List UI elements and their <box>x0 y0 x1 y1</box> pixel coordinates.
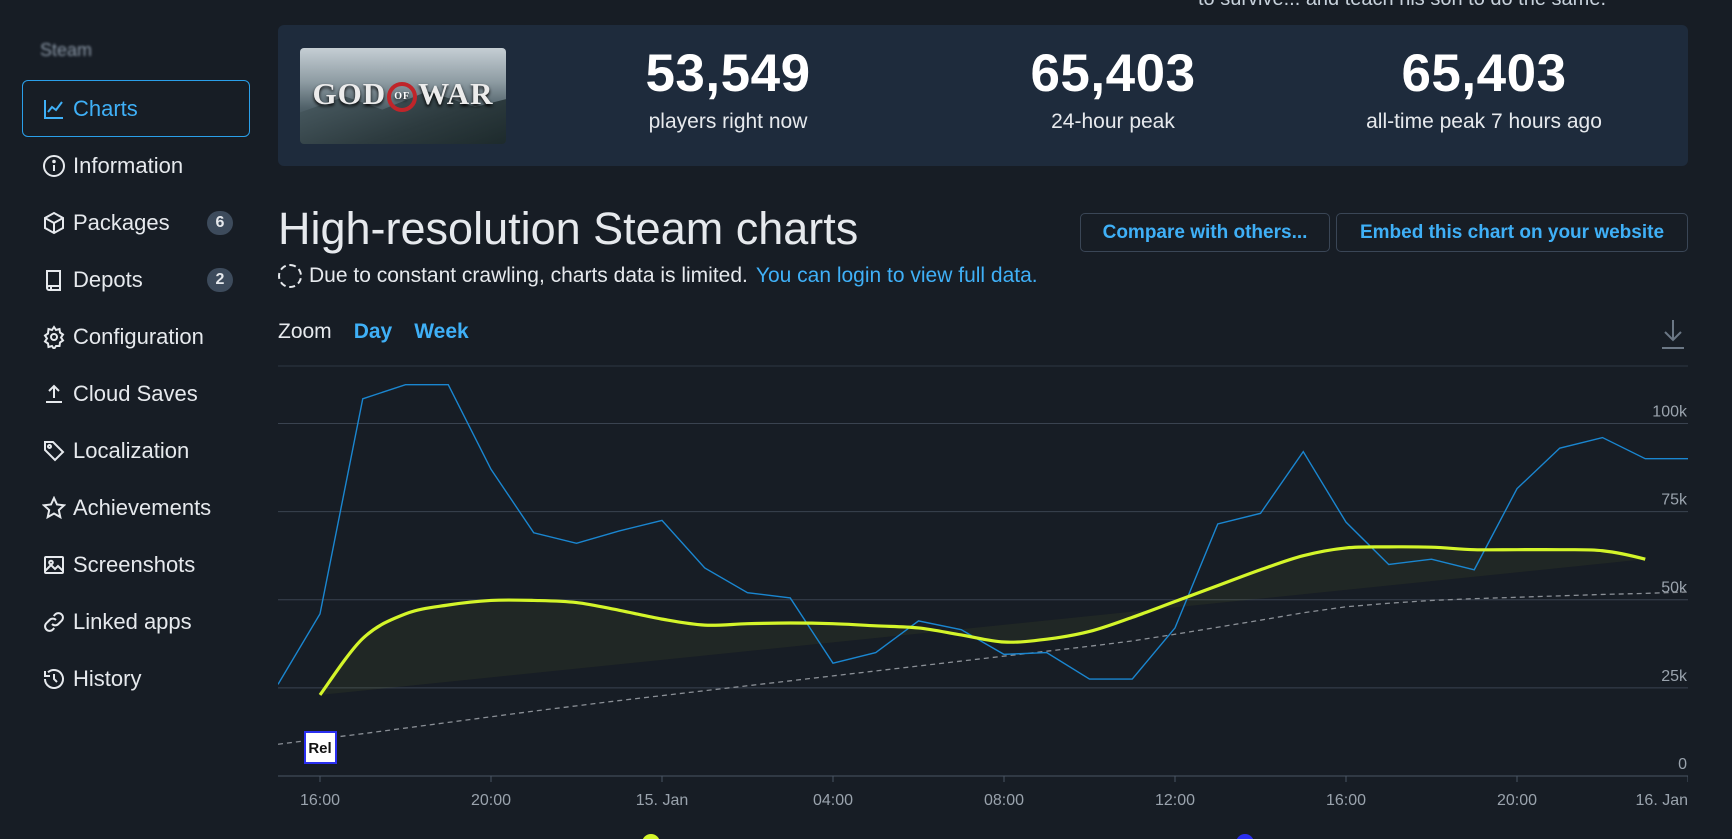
sidebar-item-linked-apps[interactable]: Linked apps <box>22 593 250 650</box>
depots-count-badge: 2 <box>207 267 233 292</box>
embed-chart-button[interactable]: Embed this chart on your website <box>1336 213 1688 252</box>
sidebar-item-configuration[interactable]: Configuration <box>22 308 250 365</box>
game-logo: GOD OF WAR <box>312 76 494 112</box>
sidebar-item-information[interactable]: Information <box>22 137 250 194</box>
sidebar-item-label: History <box>73 665 142 691</box>
zoom-label: Zoom <box>278 320 332 343</box>
package-icon <box>41 210 67 236</box>
y-tick-label: 75k <box>1661 492 1688 509</box>
y-tick-label: 100k <box>1652 403 1688 420</box>
stat-value: 65,403 <box>1401 44 1567 103</box>
sidebar-item-label: Linked apps <box>73 608 192 634</box>
stat-caption: players right now <box>648 110 808 133</box>
y-tick-label: 0 <box>1678 756 1687 773</box>
x-tick-label: 20:00 <box>1497 792 1537 809</box>
zoom-week-button[interactable]: Week <box>414 320 469 343</box>
sidebar-item-depots[interactable]: Depots 2 <box>22 251 250 308</box>
sidebar-item-label: Packages <box>73 209 170 235</box>
x-tick-label: 16. Jan <box>1636 792 1688 809</box>
release-flag-label: Rel <box>308 740 331 757</box>
sidebar-item-label: Cloud Saves <box>73 380 198 406</box>
x-tick-label: 15. Jan <box>636 792 688 809</box>
stat-players-now: 53,549 players right now <box>588 47 868 134</box>
sidebar-item-achievements[interactable]: Achievements <box>22 479 250 536</box>
y-tick-label: 50k <box>1661 580 1688 597</box>
zoom-controls: Zoom Day Week <box>278 320 469 344</box>
trend-line <box>278 591 1688 745</box>
stat-24h-peak: 65,403 24-hour peak <box>973 47 1253 134</box>
game-description-fragment: to survive... and teach his son to do th… <box>1198 0 1606 11</box>
history-icon <box>41 666 67 692</box>
zoom-day-button[interactable]: Day <box>353 320 393 343</box>
sidebar-title: Steam <box>40 40 93 60</box>
players-line <box>318 545 1646 696</box>
login-link[interactable]: You can login to view full data. <box>755 264 1038 287</box>
stats-banner: GOD OF WAR 53,549 players right now 65,403… <box>278 25 1688 166</box>
page-title: High-resolution Steam charts <box>278 203 859 254</box>
game-header-image[interactable]: GOD OF WAR <box>300 48 506 144</box>
legend-twitch-marker[interactable] <box>1236 834 1254 839</box>
x-tick-label: 20:00 <box>471 792 511 809</box>
x-tick-label: 12:00 <box>1155 792 1195 809</box>
sidebar-item-packages[interactable]: Packages 6 <box>22 194 250 251</box>
stat-caption: all-time peak 7 hours ago <box>1366 110 1602 133</box>
x-tick-label: 08:00 <box>984 792 1024 809</box>
twitch-line <box>278 383 1688 685</box>
sidebar-nav: Steam Charts Information Packages 6 Depo… <box>22 28 250 707</box>
players-area <box>320 546 1646 695</box>
download-icon[interactable] <box>1660 318 1686 350</box>
gear-icon <box>41 324 67 350</box>
x-tick-label: 16:00 <box>1326 792 1366 809</box>
sidebar-item-label: Depots <box>73 266 143 292</box>
sidebar-item-charts[interactable]: Charts <box>22 80 250 137</box>
x-tick-label: 04:00 <box>813 792 853 809</box>
x-tick-label: 16:00 <box>300 792 340 809</box>
sidebar-item-localization[interactable]: Localization <box>22 422 250 479</box>
book-icon <box>41 267 67 293</box>
sidebar-item-label: Configuration <box>73 323 204 349</box>
image-icon <box>41 552 67 578</box>
player-count-chart[interactable]: 0 25k 50k 75k 100k 16:00 20:00 15. Jan 04:00 08:0… <box>278 360 1688 820</box>
data-limit-notice: Due to constant crawling, charts data is… <box>278 264 1038 288</box>
sidebar-item-cloud-saves[interactable]: Cloud Saves <box>22 365 250 422</box>
notice-text: Due to constant crawling, charts data is… <box>309 264 748 287</box>
tag-icon <box>41 438 67 464</box>
upload-icon <box>41 381 67 407</box>
chart-line-icon <box>41 96 67 122</box>
sidebar-item-label: Achievements <box>73 494 212 520</box>
sidebar-item-label: Screenshots <box>73 551 196 577</box>
sidebar-item-screenshots[interactable]: Screenshots <box>22 536 250 593</box>
packages-count-badge: 6 <box>207 210 233 235</box>
sidebar-item-history[interactable]: History <box>22 650 250 707</box>
sidebar-item-label: Information <box>73 152 184 178</box>
y-tick-label: 25k <box>1661 668 1688 685</box>
compare-button[interactable]: Compare with others... <box>1080 213 1330 252</box>
star-icon <box>41 495 67 521</box>
stat-value: 53,549 <box>645 44 811 103</box>
info-icon <box>41 153 67 179</box>
sidebar-item-label: Localization <box>73 437 190 463</box>
link-icon <box>41 609 67 635</box>
release-flag <box>304 731 337 764</box>
stat-caption: 24-hour peak <box>1051 110 1175 133</box>
sidebar-item-label: Charts <box>73 95 138 121</box>
stat-all-time-peak: 65,403 all-time peak 7 hours ago <box>1334 47 1634 134</box>
stat-value: 65,403 <box>1030 44 1196 103</box>
legend-players-marker[interactable] <box>642 834 660 839</box>
loading-spinner-icon <box>278 264 302 288</box>
